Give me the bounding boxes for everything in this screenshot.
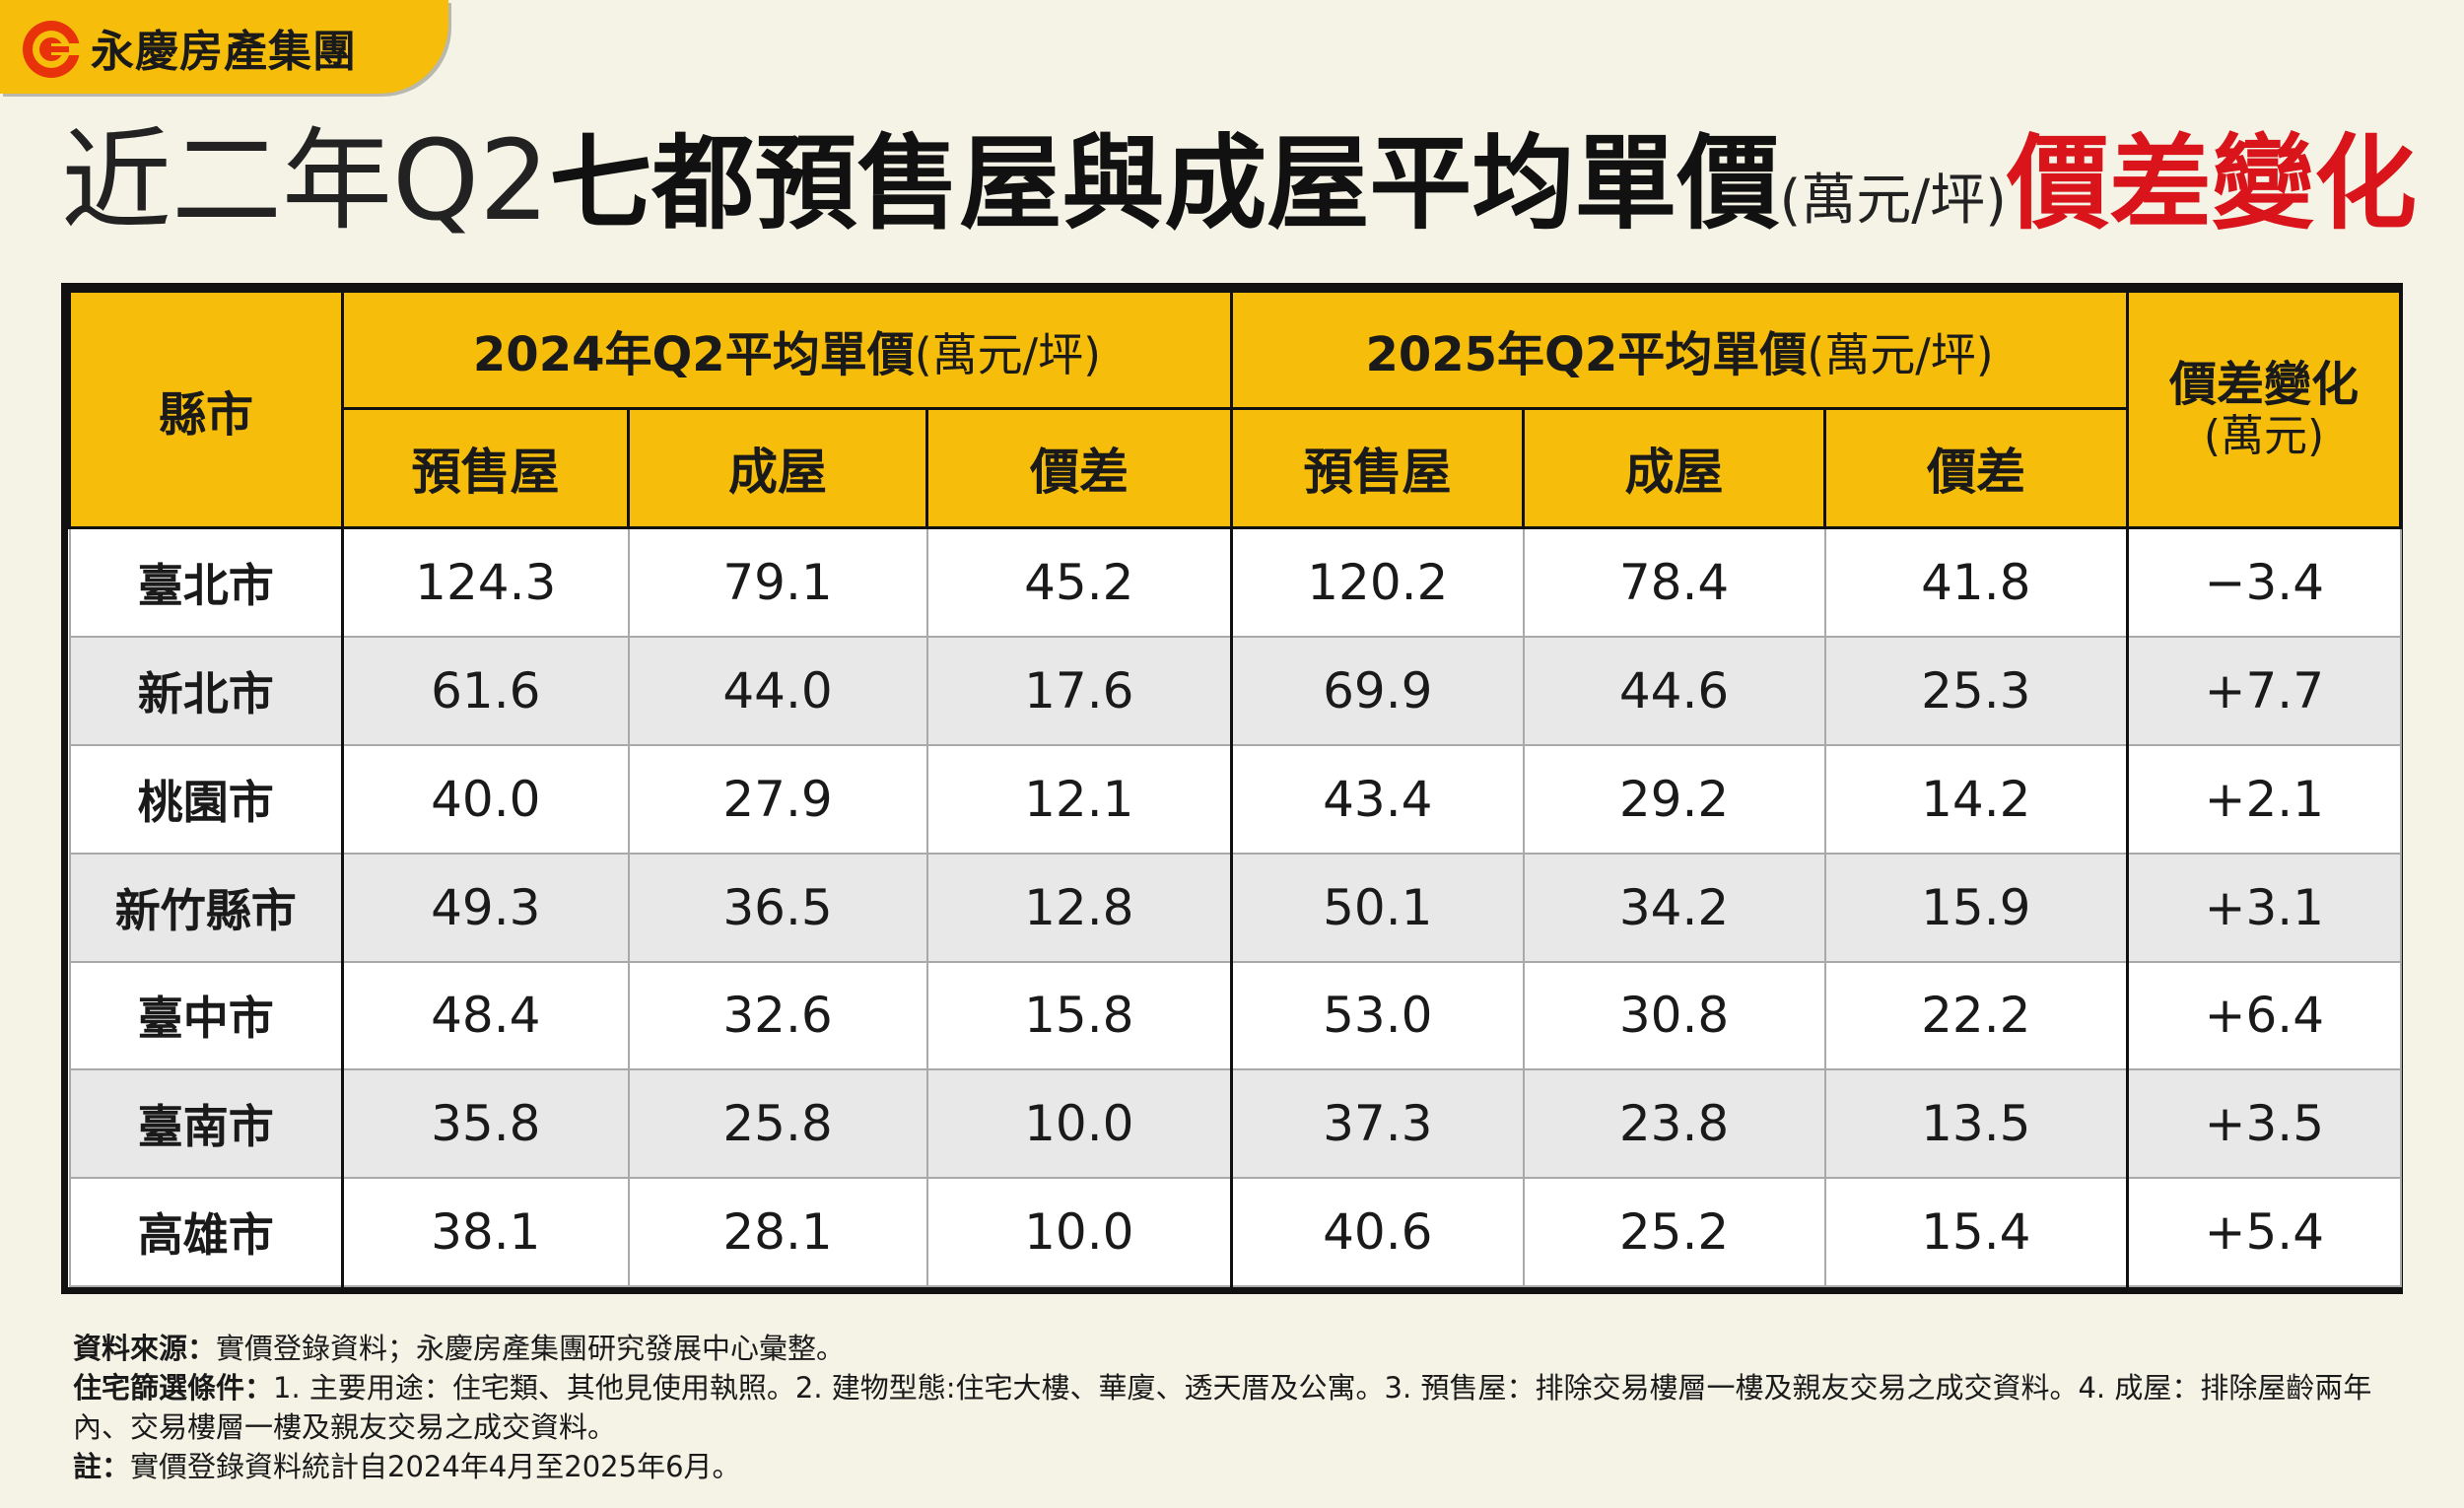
header-2024-label: 2024年Q2平均單價	[472, 327, 915, 382]
cell-value: 37.3	[1230, 1068, 1525, 1180]
table-row: 新竹縣市 49.3 36.5 12.8 50.1 34.2 15.9 +3.1	[68, 852, 2402, 963]
cell-value: 10.0	[925, 1177, 1234, 1287]
cell-value: 44.0	[627, 636, 928, 746]
title-unit: (萬元/坪)	[1779, 169, 2007, 233]
note-source-label: 資料來源：	[73, 1332, 217, 1365]
brand-name: 永慶房產集團	[91, 27, 357, 77]
table-body: 臺北市 124.3 79.1 45.2 120.2 78.4 41.8 −3.4…	[68, 526, 2402, 1287]
note-filter-text: 1. 主要用途：住宅類、其他見使用執照。2. 建物型態:住宅大樓、華廈、透天厝及…	[73, 1371, 2372, 1444]
cell-value: 25.2	[1522, 1177, 1826, 1287]
header-2025-presale: 預售屋	[1230, 407, 1526, 529]
table-row: 高雄市 38.1 28.1 10.0 40.6 25.2 15.4 +5.4	[68, 1177, 2402, 1287]
note-source-text: 實價登錄資料；永慶房產集團研究發展中心彙整。	[216, 1332, 846, 1365]
note-remark: 註：實價登錄資料統計自2024年4月至2025年6月。	[73, 1447, 2399, 1486]
title-subject: 七都預售屋與成屋平均單價	[549, 123, 1780, 243]
table-row: 桃園市 40.0 27.9 12.1 43.4 29.2 14.2 +2.1	[68, 743, 2402, 855]
cell-value: 69.9	[1230, 636, 1525, 746]
cell-value: 13.5	[1823, 1068, 2130, 1180]
header-2024-diff: 價差	[924, 407, 1234, 529]
cell-value: 35.8	[341, 1068, 630, 1180]
note-remark-label: 註：	[73, 1450, 131, 1483]
cell-value: 27.9	[627, 743, 928, 855]
cell-city: 臺北市	[68, 526, 344, 639]
cell-value: 79.1	[627, 526, 928, 639]
header-2024-group: 2024年Q2平均單價(萬元/坪)	[340, 290, 1234, 410]
table-row: 新北市 61.6 44.0 17.6 69.9 44.6 25.3 +7.7	[68, 636, 2402, 746]
cell-value: 124.3	[341, 526, 630, 639]
brand-tab: 永慶房產集團	[0, 0, 448, 94]
cell-value: 45.2	[925, 526, 1234, 639]
cell-value: 15.8	[925, 960, 1234, 1071]
cell-change: +3.5	[2126, 1068, 2402, 1180]
header-2025-diff: 價差	[1823, 407, 2130, 529]
header-change-label: 價差變化	[2169, 356, 2360, 412]
table-row: 臺中市 48.4 32.6 15.8 53.0 30.8 22.2 +6.4	[68, 960, 2402, 1071]
cell-value: 48.4	[341, 960, 630, 1071]
note-source: 資料來源：實價登錄資料；永慶房產集團研究發展中心彙整。	[73, 1329, 2399, 1368]
cell-value: 17.6	[925, 636, 1234, 746]
cell-value: 34.2	[1522, 852, 1826, 963]
header-2025-unit: (萬元/坪)	[1807, 328, 1994, 381]
cell-value: 30.8	[1522, 960, 1826, 1071]
cell-value: 40.6	[1230, 1177, 1525, 1287]
header-2024-presale: 預售屋	[341, 407, 630, 529]
footnotes: 資料來源：實價登錄資料；永慶房產集團研究發展中心彙整。 住宅篩選條件：1. 主要…	[73, 1329, 2399, 1486]
cell-change: +2.1	[2126, 743, 2402, 855]
cell-value: 38.1	[341, 1177, 630, 1287]
cell-value: 43.4	[1230, 743, 1525, 855]
cell-value: 23.8	[1522, 1068, 1826, 1180]
cell-city: 桃園市	[68, 743, 344, 855]
cell-value: 15.9	[1823, 852, 2130, 963]
header-2024-existing: 成屋	[627, 407, 928, 529]
cell-city: 高雄市	[68, 1177, 344, 1287]
cell-value: 12.8	[925, 852, 1234, 963]
cell-value: 50.1	[1230, 852, 1525, 963]
cell-value: 25.8	[627, 1068, 928, 1180]
cell-change: +7.7	[2126, 636, 2402, 746]
cell-change: +3.1	[2126, 852, 2402, 963]
note-filter-label: 住宅篩選條件：	[73, 1371, 274, 1405]
cell-value: 120.2	[1230, 526, 1525, 639]
cell-value: 15.4	[1823, 1177, 2130, 1287]
header-change: 價差變化 (萬元)	[2126, 290, 2403, 529]
yungching-logo-icon	[23, 21, 81, 78]
cell-change: +5.4	[2126, 1177, 2402, 1287]
header-2025-group: 2025年Q2平均單價(萬元/坪)	[1230, 290, 2130, 410]
cell-city: 新竹縣市	[68, 852, 344, 963]
cell-value: 10.0	[925, 1068, 1234, 1180]
cell-value: 29.2	[1522, 743, 1826, 855]
header-2024-unit: (萬元/坪)	[914, 328, 1102, 381]
cell-value: 61.6	[341, 636, 630, 746]
cell-value: 22.2	[1823, 960, 2130, 1071]
cell-value: 36.5	[627, 852, 928, 963]
header-2025-existing: 成屋	[1522, 407, 1827, 529]
header-city: 縣市	[68, 290, 344, 529]
cell-city: 臺南市	[68, 1068, 344, 1180]
note-remark-text: 實價登錄資料統計自2024年4月至2025年6月。	[130, 1450, 741, 1483]
table-row: 臺北市 124.3 79.1 45.2 120.2 78.4 41.8 −3.4	[68, 526, 2402, 639]
note-filter: 住宅篩選條件：1. 主要用途：住宅類、其他見使用執照。2. 建物型態:住宅大樓、…	[73, 1368, 2399, 1447]
title-period: 近二年Q2	[61, 117, 550, 245]
cell-value: 40.0	[341, 743, 630, 855]
cell-value: 78.4	[1522, 526, 1826, 639]
cell-change: +6.4	[2126, 960, 2402, 1071]
cell-city: 臺中市	[68, 960, 344, 1071]
cell-value: 49.3	[341, 852, 630, 963]
cell-value: 14.2	[1823, 743, 2130, 855]
header-change-unit: (萬元)	[2203, 410, 2325, 461]
cell-value: 41.8	[1823, 526, 2130, 639]
header-2025-label: 2025年Q2平均單價	[1365, 327, 1808, 382]
price-table: 縣市 2024年Q2平均單價(萬元/坪) 2025年Q2平均單價(萬元/坪) 價…	[61, 283, 2403, 1294]
cell-city: 新北市	[68, 636, 344, 746]
cell-value: 53.0	[1230, 960, 1525, 1071]
cell-value: 44.6	[1522, 636, 1826, 746]
cell-value: 25.3	[1823, 636, 2130, 746]
cell-change: −3.4	[2126, 526, 2402, 639]
cell-value: 32.6	[627, 960, 928, 1071]
cell-value: 12.1	[925, 743, 1234, 855]
table-row: 臺南市 35.8 25.8 10.0 37.3 23.8 13.5 +3.5	[68, 1068, 2402, 1180]
title-highlight: 價差變化	[2007, 123, 2418, 243]
cell-value: 28.1	[627, 1177, 928, 1287]
page-title: 近二年Q2七都預售屋與成屋平均單價(萬元/坪)價差變化	[61, 126, 2427, 237]
